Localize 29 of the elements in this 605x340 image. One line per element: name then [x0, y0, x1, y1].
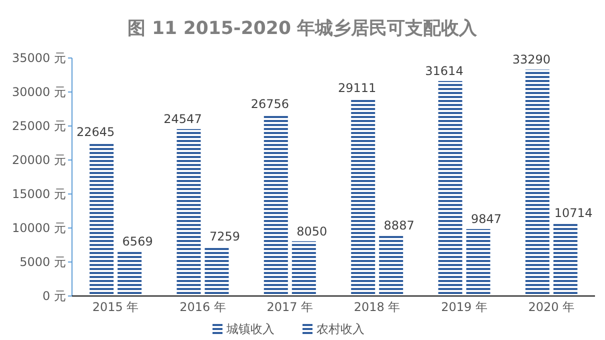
- x-tick-label: 2015 年: [92, 300, 139, 314]
- x-tick-label: 2020 年: [528, 300, 575, 314]
- y-tick-label: 20000 元: [12, 153, 66, 167]
- data-label: 24547: [164, 112, 202, 126]
- y-tick-label: 15000 元: [12, 187, 66, 201]
- x-tick-label: 2019 年: [441, 300, 488, 314]
- y-tick-label: 5000 元: [20, 255, 66, 269]
- y-tick-label: 10000 元: [12, 221, 66, 235]
- y-tick-label: 0 元: [42, 289, 66, 303]
- data-label: 7259: [209, 230, 240, 244]
- data-label: 8050: [296, 224, 328, 238]
- data-label: 8887: [384, 218, 414, 233]
- data-label: 26756: [250, 97, 290, 112]
- legend-label: 城镇收入: [226, 322, 274, 336]
- data-label: 33290: [512, 52, 551, 67]
- y-tick-label: 25000 元: [12, 119, 66, 133]
- data-label: 6569: [122, 234, 153, 248]
- x-tick-label: 2017 年: [266, 300, 314, 314]
- x-tick-label: 2016 年: [180, 300, 226, 314]
- x-tick-label: 2018 年: [354, 300, 400, 314]
- data-label: 9847: [470, 212, 502, 226]
- data-label: 31614: [425, 64, 464, 78]
- legend-label: 农村收入: [316, 322, 364, 336]
- data-label: 22645: [76, 125, 115, 140]
- y-tick-label: 30000 元: [12, 85, 66, 99]
- chart-title: 图 11 2015-2020 年城乡居民可支配收入: [128, 18, 478, 39]
- data-label: 29111: [338, 81, 376, 96]
- y-tick-label: 35000 元: [12, 51, 66, 65]
- data-label: 10714: [554, 206, 593, 220]
